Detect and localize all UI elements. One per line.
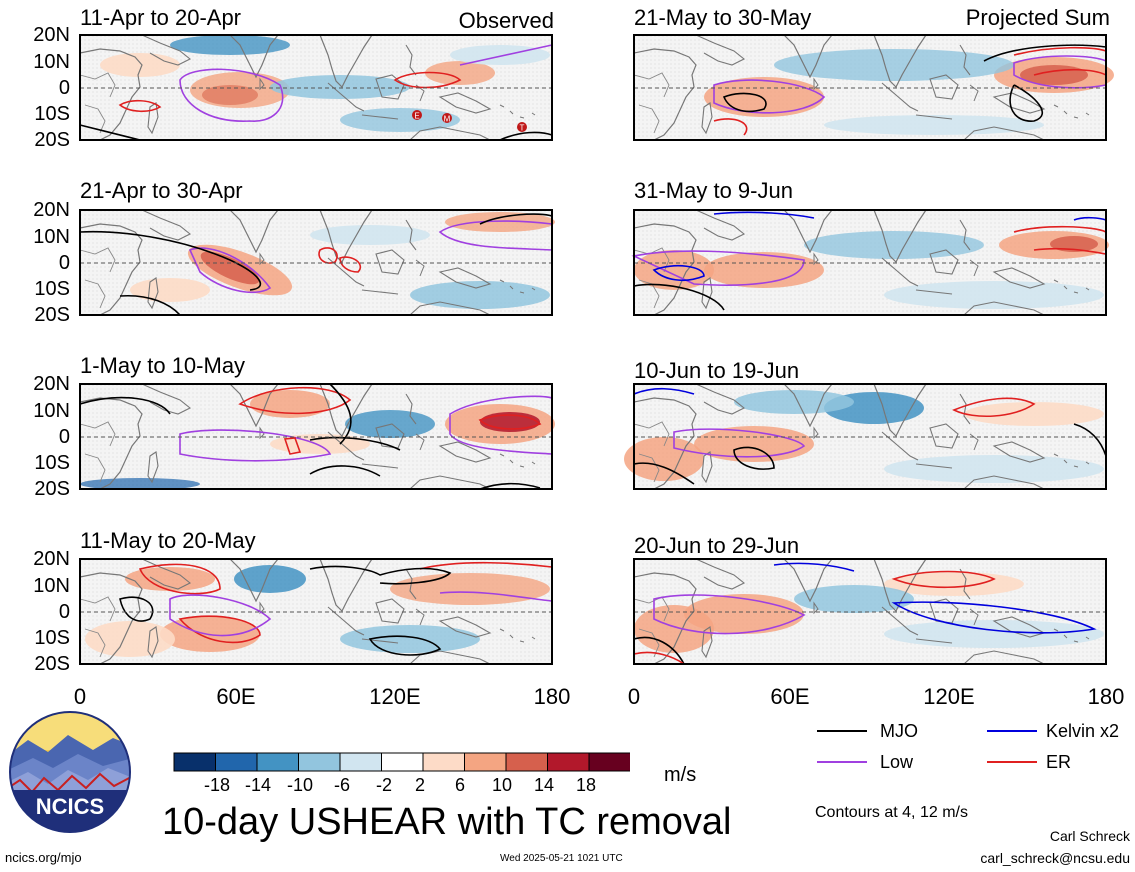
lat-label: 10S bbox=[34, 452, 70, 474]
legend-label: ER bbox=[1046, 752, 1072, 772]
lat-label: 10S bbox=[34, 278, 70, 300]
panel-title: 11-May to 20-May bbox=[80, 528, 256, 553]
map-panels: E M T bbox=[79, 34, 1114, 665]
lat-label: 0 bbox=[58, 426, 70, 448]
panel-tag: Observed bbox=[458, 8, 554, 33]
lat-label: 10N bbox=[33, 400, 70, 422]
lat-label: 20N bbox=[33, 199, 70, 221]
panel-map-1: E M T bbox=[79, 34, 553, 141]
lat-label: 20S bbox=[34, 653, 70, 675]
legend-label: MJO bbox=[880, 721, 918, 741]
colorbar-cell bbox=[215, 752, 258, 772]
colorbar-cell bbox=[505, 752, 548, 772]
colorbar-label: -14 bbox=[244, 775, 271, 795]
lat-label: 20S bbox=[34, 129, 70, 151]
lon-label: 0 bbox=[627, 684, 641, 709]
lat-label: 20S bbox=[34, 478, 70, 500]
panel-title: 31-May to 9-Jun bbox=[634, 178, 793, 203]
colorbar bbox=[173, 752, 630, 772]
colorbar-cell bbox=[256, 752, 299, 772]
colorbar-unit: m/s bbox=[664, 764, 697, 786]
lon-label: 120E bbox=[923, 684, 975, 709]
legend-label: Low bbox=[880, 752, 914, 772]
colorbar-label: 6 bbox=[454, 775, 465, 795]
panel-map-2 bbox=[79, 209, 555, 316]
legend-line-low bbox=[817, 761, 867, 763]
svg-text:E: E bbox=[414, 112, 419, 121]
tc-marker-icon: E bbox=[412, 110, 422, 121]
colorbar-cell bbox=[547, 752, 590, 772]
figure-title: 10-day USHEAR with TC removal bbox=[162, 801, 732, 843]
tc-marker-icon: M bbox=[442, 113, 452, 124]
colorbar-cell bbox=[339, 752, 382, 772]
lat-label: 20N bbox=[33, 373, 70, 395]
website-label: ncics.org/mjo bbox=[5, 850, 82, 865]
lon-label: 60E bbox=[216, 684, 256, 709]
panel-title: 21-Apr to 30-Apr bbox=[80, 178, 243, 203]
legend-line-mjo bbox=[817, 730, 867, 732]
panel-map-5 bbox=[633, 34, 1114, 141]
panel-tag: Projected Sum bbox=[965, 5, 1110, 30]
colorbar-cell bbox=[381, 752, 424, 772]
lon-label: 180 bbox=[1087, 684, 1125, 709]
panel-title: 20-Jun to 29-Jun bbox=[634, 533, 800, 558]
lat-label: 10N bbox=[33, 226, 70, 248]
colorbar-cell bbox=[464, 752, 507, 772]
colorbar-label: 2 bbox=[414, 775, 425, 795]
colorbar-cell bbox=[588, 752, 630, 772]
author: Carl Schreck bbox=[1049, 828, 1130, 844]
lat-label: 20N bbox=[33, 548, 70, 570]
lat-label: 0 bbox=[58, 252, 70, 274]
lat-label: 10S bbox=[34, 627, 70, 649]
colorbar-label: -2 bbox=[375, 775, 392, 795]
timestamp: Wed 2025-05-21 1021 UTC bbox=[500, 853, 623, 864]
contours-note: Contours at 4, 12 m/s bbox=[815, 804, 968, 821]
lat-label: 20S bbox=[34, 304, 70, 326]
svg-text:M: M bbox=[444, 115, 451, 124]
panel-map-7 bbox=[624, 383, 1107, 490]
colorbar-label: -18 bbox=[203, 775, 230, 795]
colorbar-label: 18 bbox=[575, 775, 597, 795]
colorbar-label: -10 bbox=[286, 775, 313, 795]
panel-title: 10-Jun to 19-Jun bbox=[634, 358, 800, 383]
colorbar-label: -6 bbox=[333, 775, 350, 795]
legend-line-er bbox=[987, 761, 1037, 763]
svg-text:T: T bbox=[520, 124, 525, 133]
panel-map-4 bbox=[79, 558, 553, 665]
legend-line-kelvin bbox=[987, 730, 1037, 732]
lat-label: 10N bbox=[33, 575, 70, 597]
colorbar-label: 14 bbox=[533, 775, 555, 795]
lat-label: 20N bbox=[33, 24, 70, 46]
panel-map-3 bbox=[79, 383, 555, 490]
svg-text:NCICS: NCICS bbox=[36, 794, 104, 819]
colorbar-cell bbox=[422, 752, 465, 772]
panel-title: 1-May to 10-May bbox=[80, 353, 246, 378]
legend-label: Kelvin x2 bbox=[1046, 721, 1120, 741]
author-email: carl_schreck@ncsu.edu bbox=[980, 850, 1130, 866]
colorbar-cell bbox=[173, 752, 216, 772]
panel-map-8 bbox=[633, 558, 1107, 665]
lat-label: 10S bbox=[34, 103, 70, 125]
tc-marker-icon: T bbox=[517, 122, 527, 133]
colorbar-cell bbox=[298, 752, 341, 772]
lat-label: 0 bbox=[58, 601, 70, 623]
lat-label: 10N bbox=[33, 51, 70, 73]
panel-map-6 bbox=[631, 209, 1109, 316]
ncics-logo: NCICS bbox=[9, 711, 131, 833]
lon-label: 120E bbox=[369, 684, 421, 709]
lon-label: 180 bbox=[533, 684, 571, 709]
lon-label: 60E bbox=[770, 684, 810, 709]
panel-title: 21-May to 30-May bbox=[634, 5, 812, 30]
panel-title: 11-Apr to 20-Apr bbox=[80, 5, 242, 30]
lat-label: 0 bbox=[58, 77, 70, 99]
colorbar-label: 10 bbox=[491, 775, 513, 795]
lon-label: 0 bbox=[73, 684, 87, 709]
